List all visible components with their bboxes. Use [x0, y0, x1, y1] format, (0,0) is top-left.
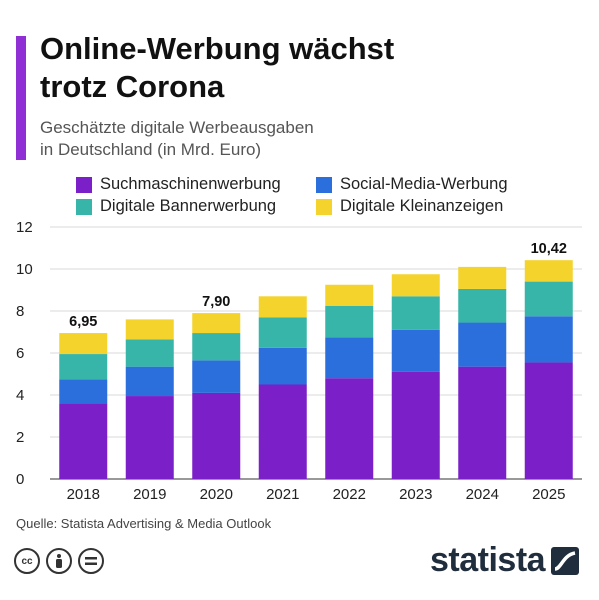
legend-item-search: Suchmaschinenwerbung	[76, 175, 281, 194]
x-tick-label: 2024	[466, 486, 499, 503]
bar-segment	[59, 403, 108, 479]
bar-segment	[125, 319, 174, 340]
total-value-label: 7,90	[202, 294, 230, 310]
chart-title-line1: Online-Werbung wächst	[40, 31, 395, 66]
total-value-label: 6,95	[69, 314, 97, 330]
x-tick-label: 2018	[67, 486, 100, 503]
bar-segment	[458, 366, 507, 479]
legend-swatch-social	[316, 176, 332, 193]
chart-title: Online-Werbung wächst trotz Corona	[40, 30, 580, 106]
source-note: Quelle: Statista Advertising & Media Out…	[16, 516, 272, 531]
no-derivatives-icon	[78, 548, 104, 574]
bar-segment	[258, 347, 307, 385]
x-tick-label: 2021	[266, 486, 299, 503]
legend-swatch-classifieds	[316, 198, 332, 215]
bar-segment	[125, 366, 174, 397]
bar-segment	[258, 384, 307, 479]
bar-segment	[524, 362, 573, 479]
y-tick-label: 8	[16, 303, 24, 320]
bar-segment	[458, 288, 507, 323]
cc-icon: cc	[14, 548, 40, 574]
bar-segment	[325, 284, 374, 306]
x-tick-label: 2022	[333, 486, 366, 503]
title-accent-bar	[16, 36, 26, 160]
bar-segment	[391, 296, 440, 330]
chart-subtitle: Geschätzte digitale Werbeausgaben in Deu…	[40, 117, 580, 161]
statista-logo: statista	[430, 541, 580, 580]
bar-segment	[391, 371, 440, 479]
bar-segment	[59, 379, 108, 404]
bar-segment	[391, 329, 440, 372]
bar-segment	[325, 337, 374, 379]
bar-segment	[524, 316, 573, 363]
bar-segment	[59, 354, 108, 380]
x-tick-label: 2020	[200, 486, 233, 503]
bar-segment	[258, 317, 307, 348]
license-icons: cc	[14, 548, 104, 574]
legend-swatch-banner	[76, 198, 92, 215]
bar-segment	[192, 313, 241, 334]
bar-segment	[325, 305, 374, 338]
brand-wordmark: statista	[430, 541, 546, 579]
bar-segment	[325, 378, 374, 479]
bar-segment	[258, 296, 307, 318]
bar-segment	[192, 360, 241, 393]
bar-segment	[524, 281, 573, 317]
y-tick-label: 6	[16, 345, 24, 362]
legend-label-classifieds: Digitale Kleinanzeigen	[340, 197, 504, 215]
chart-subtitle-line1: Geschätzte digitale Werbeausgaben	[40, 118, 314, 137]
x-tick-label: 2025	[532, 486, 565, 503]
legend-item-classifieds: Digitale Kleinanzeigen	[316, 197, 503, 216]
total-value-label: 10,42	[531, 241, 567, 257]
y-tick-label: 4	[16, 387, 24, 404]
legend-label-banner: Digitale Bannerwerbung	[100, 197, 277, 215]
legend-label-search: Suchmaschinenwerbung	[100, 175, 281, 193]
bar-segment	[458, 322, 507, 367]
chart-title-line2: trotz Corona	[40, 69, 225, 104]
y-tick-label: 12	[16, 219, 33, 236]
attribution-icon	[46, 548, 72, 574]
bar-segment	[59, 333, 108, 355]
stacked-bar-chart: 0 2 4 6 8 10 12 2018 2019 2020 2021 2022 2023 2024 202…	[16, 219, 582, 503]
legend-label-social: Social-Media-Werbung	[340, 175, 508, 193]
bar-segment	[192, 333, 241, 361]
bar-segment	[125, 339, 174, 367]
legend-item-banner: Digitale Bannerwerbung	[76, 197, 276, 216]
legend-swatch-search	[76, 176, 92, 193]
statista-mark-icon	[551, 546, 580, 575]
x-tick-label: 2019	[133, 486, 166, 503]
y-tick-label: 10	[16, 261, 33, 278]
bar-segment	[125, 396, 174, 479]
bar-segment	[391, 274, 440, 297]
y-tick-label: 2	[16, 429, 24, 446]
bar-segment	[192, 392, 241, 479]
bar-segment	[458, 266, 507, 289]
y-tick-label: 0	[16, 471, 24, 488]
x-tick-label: 2023	[399, 486, 432, 503]
bar-segment	[524, 260, 573, 282]
legend-item-social: Social-Media-Werbung	[316, 175, 508, 194]
chart-subtitle-line2: in Deutschland (in Mrd. Euro)	[40, 140, 262, 159]
